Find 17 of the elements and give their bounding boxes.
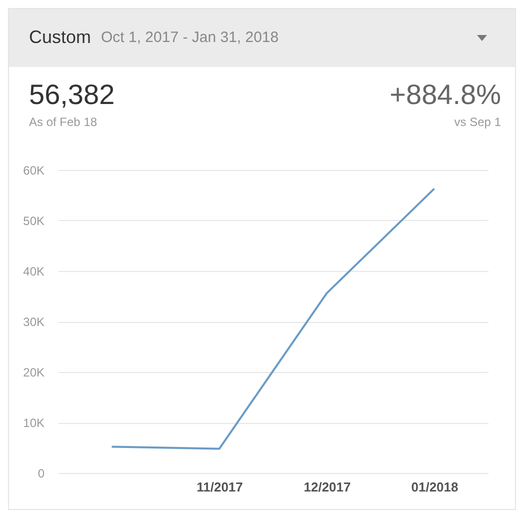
y-tick-label: 0 [38,466,45,480]
chart-title: Custom [29,27,92,48]
chart-subtitle: Oct 1, 2017 - Jan 31, 2018 [101,29,279,46]
y-tick-label: 10K [23,416,44,430]
text: 56,382 [29,79,115,111]
y-tick-label: 40K [23,264,44,278]
line-series [110,188,436,450]
text: +884.8% [390,79,501,111]
y-tick-label: 60K [23,164,44,178]
y-tick-label: 30K [23,315,44,329]
y-tick-label: 50K [23,214,44,228]
text: vs Sep 1 [454,115,501,129]
x-tick-label: 01/2018 [411,480,458,494]
text: As of Feb 18 [29,115,98,129]
x-tick-label: 11/2017 [196,480,243,494]
x-tick-label: 12/2017 [304,480,351,494]
y-tick-label: 20K [23,366,44,380]
